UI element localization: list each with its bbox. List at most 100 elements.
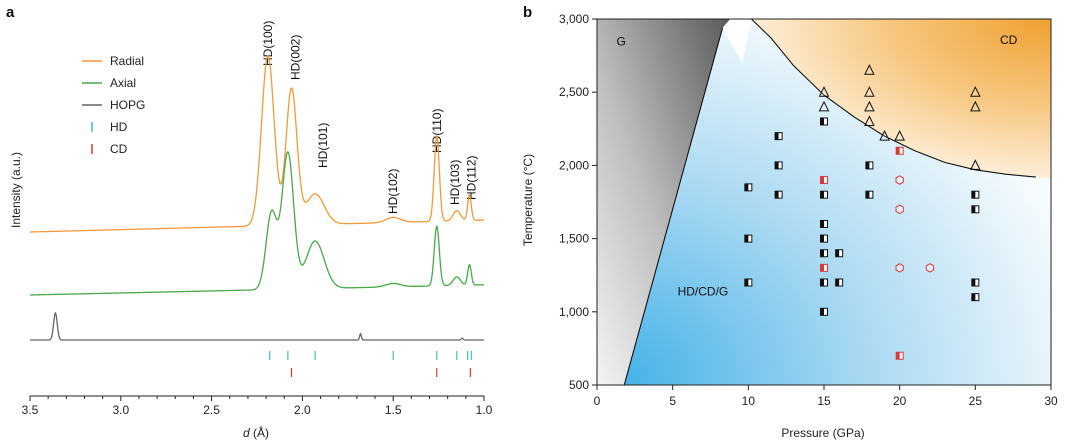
peak-label-hd-100: HD(100) [261,21,275,66]
half-square-fill [820,264,824,272]
reference-ticks [269,351,472,377]
hexagon-marker [895,204,904,215]
x-axis-label: Pressure (GPa) [781,426,864,440]
cd-region [751,19,1051,179]
cd-boundary-curve [751,18,1036,178]
half-square-marker [744,234,753,243]
x-axis-label: d (Å) [243,425,269,440]
triangle-marker [879,130,890,141]
peak-label-hd-103: HD(103) [448,160,462,205]
half-square-fill [971,191,976,199]
x-tick-label: 0 [594,394,601,408]
x-tick-label: 2.0 [294,403,311,417]
half-square-fill [820,220,824,228]
half-square-marker [895,351,904,360]
x-tick-label: 10 [742,394,756,408]
half-square-fill [744,183,749,191]
triangle-marker [970,159,981,170]
x-tick-label: 20 [893,394,907,408]
half-square-fill [820,191,824,199]
half-square-marker [971,278,980,287]
y-tick-label: 1,000 [559,305,589,319]
y-tick-label: 500 [569,378,589,392]
half-square-marker [744,183,753,192]
half-square-marker [835,278,844,287]
legend-label-radial: Radial [110,54,144,68]
half-square-marker [774,161,783,170]
half-square-marker [971,190,980,199]
x-tick-label: 3.0 [112,403,129,417]
half-square-fill [744,279,749,287]
x-tick-label: 25 [969,394,983,408]
x-tick-label: 1.0 [476,403,493,417]
half-square-marker [971,205,980,214]
half-square-fill [820,249,824,257]
x-tick-label: 1.5 [385,403,402,417]
triangle-marker [818,86,830,97]
half-square-fill [775,161,779,169]
half-square-fill [744,235,749,243]
half-square-marker [744,278,753,287]
x-axis-label-unit: (Å) [250,425,269,440]
half-square-fill [971,205,976,213]
legend-label-cd: CD [110,142,128,156]
half-square-fill [820,176,824,184]
peak-label-hd-102: HD(102) [386,169,400,214]
half-square-marker [820,278,828,287]
panel-a: a HD(100) HD(002)HD(101)HD(102)HD(110)HD(… [6,4,493,440]
hexagon-marker [925,263,935,273]
half-square-marker [820,176,828,185]
half-square-marker [820,249,828,258]
legend-label-axial: Axial [110,76,136,90]
half-square-fill [820,235,824,243]
legend-label-hopg: HOPG [110,98,145,112]
curve-radial [29,54,485,233]
peak-labels: HD(100) HD(002) HD(101) HD(102) HD(110) HD(10… [261,21,479,214]
data-points [744,64,981,360]
y-tick-label: 2,000 [559,158,589,172]
peak-label-hd-101: HD(101) [316,123,330,168]
panel-b: b G CD HD/CD/G 0 5 10 15 20 25 30 500 1,000 1,500 2,… [521,4,1058,440]
legend: Radial Axial HOPG HD CD [82,54,145,156]
x-tick-label: 2.5 [203,403,220,417]
peak-label-hd-002: HD(002) [289,35,303,80]
half-square-fill [775,132,779,140]
triangle-marker [864,115,875,126]
x-tick-label: 5 [669,394,676,408]
hexagon-marker [895,175,904,185]
half-square-marker [865,190,874,199]
peak-label-hd-110: HD(110) [430,109,444,153]
half-square-fill [835,279,840,287]
triangle-marker [894,130,905,141]
half-square-marker [820,307,828,316]
half-square-fill [820,117,824,125]
y-tick-label: 3,000 [559,12,589,26]
curve-axial [29,151,485,296]
x-axis-label-symbol: d [243,426,250,440]
curve-hopg [30,311,484,341]
peak-label-hd-112: HD(112) [464,156,478,200]
spectra-curves [29,54,485,341]
panel-label-a: a [6,4,15,21]
x-tick-label: 3.5 [22,403,39,417]
half-square-fill [865,191,870,199]
region-label-g: G [617,34,626,48]
triangle-marker [864,86,875,97]
y-tick-label: 2,500 [559,85,589,99]
half-square-marker [774,132,783,141]
gap-region [722,19,752,63]
half-square-marker [820,263,828,272]
region-label-cd: CD [1000,33,1018,47]
x-tick-label: 15 [817,394,831,408]
half-square-marker [835,249,844,258]
half-square-fill [865,161,870,169]
half-square-marker [971,293,980,302]
x-axis: 3.5 3.0 2.5 2.0 1.5 1.0 [22,395,493,417]
half-square-marker [774,190,783,199]
half-square-fill [896,147,900,155]
region-label-hd-cd-g: HD/CD/G [678,285,729,299]
half-square-marker [865,161,874,170]
y-tick-label: 1,500 [559,232,589,246]
half-square-marker [820,190,828,199]
